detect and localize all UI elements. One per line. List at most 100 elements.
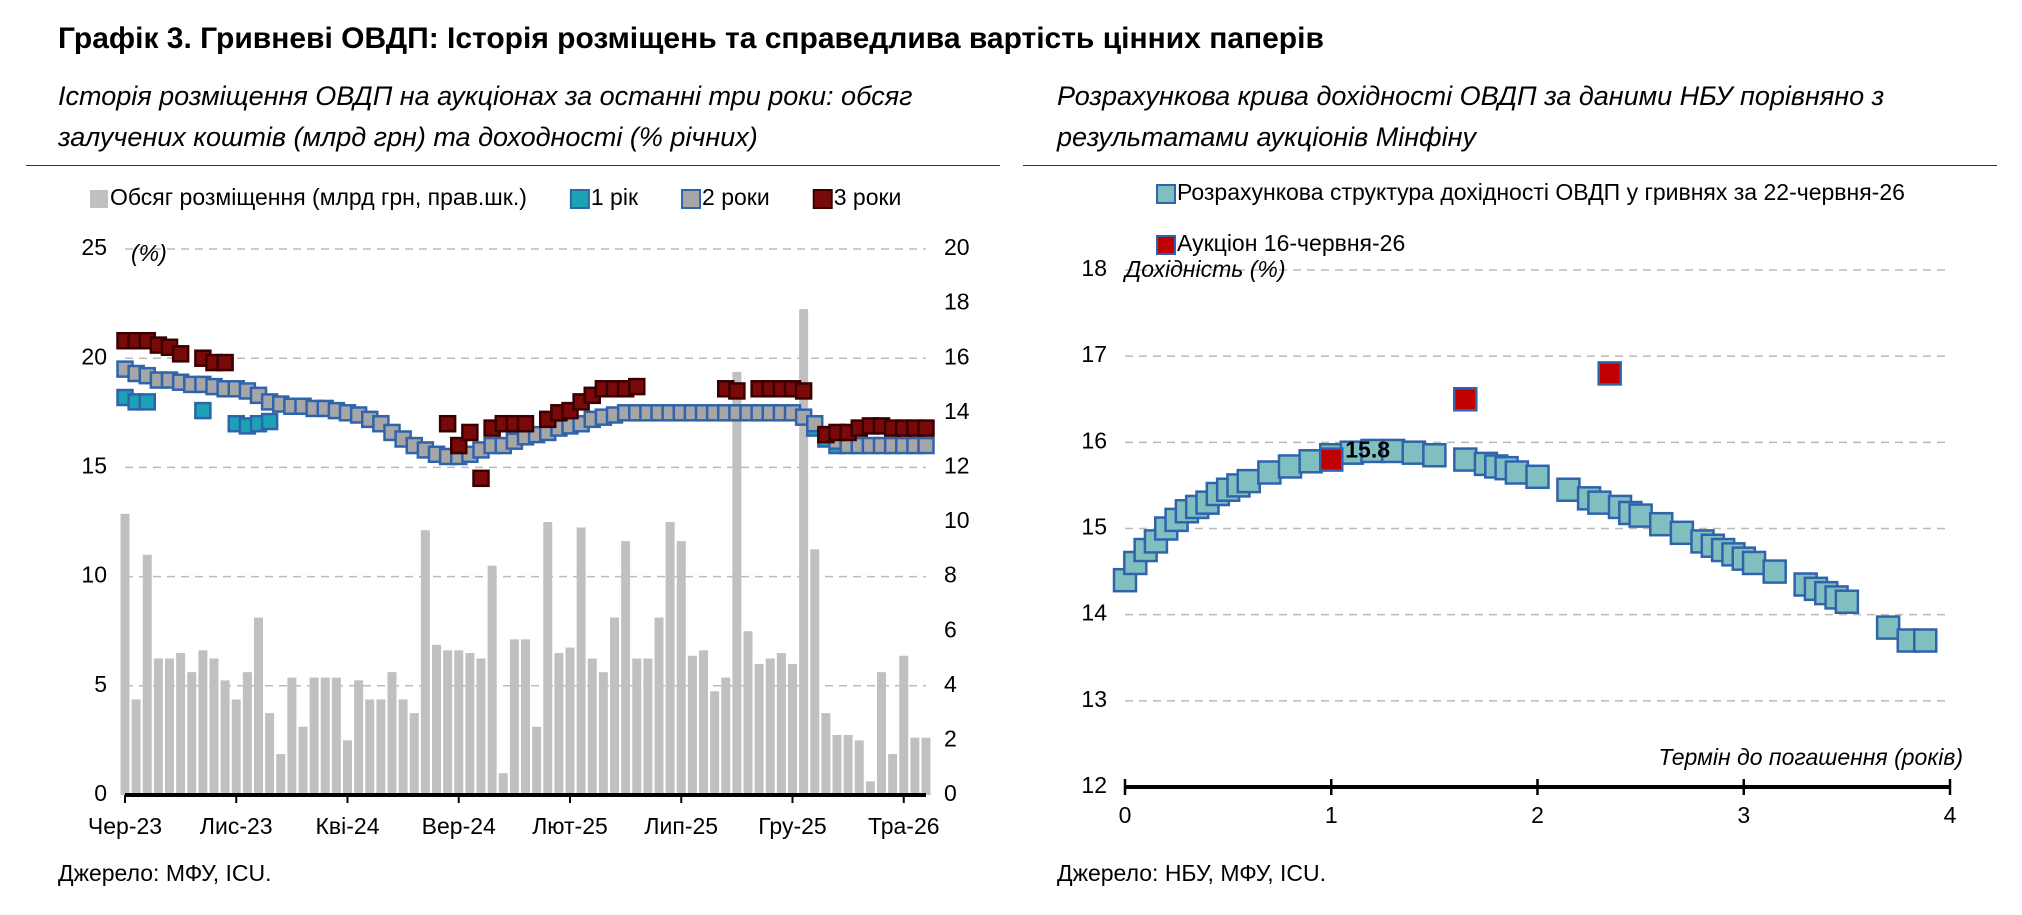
point	[1504, 460, 1530, 485]
y2-tick-label: 2	[944, 725, 957, 751]
point	[1453, 387, 1478, 412]
point	[794, 382, 813, 400]
bar	[320, 677, 330, 795]
bar	[187, 672, 197, 795]
legend-marker	[1156, 184, 1176, 204]
y-tick-label: 25	[81, 234, 107, 260]
bar	[287, 677, 297, 795]
bar	[131, 699, 141, 795]
point	[516, 414, 535, 433]
bar	[799, 309, 809, 795]
legend-label: 1 рік	[591, 184, 639, 210]
bar	[843, 734, 853, 795]
point	[917, 419, 935, 437]
bar	[743, 631, 753, 795]
chart-subtitle: Розрахункова крива дохідності ОВДП за да…	[1057, 81, 1885, 152]
legend-label: Аукціон 16-червня-26	[1177, 230, 1405, 256]
bar	[454, 650, 464, 795]
x-tick-label: Лис-23	[200, 813, 273, 839]
y-axis-title: Дохідність (%)	[1122, 256, 1285, 282]
bar	[309, 677, 319, 795]
bar	[865, 781, 875, 795]
bar	[176, 653, 186, 795]
source: Джерело: МФУ, ICU.	[58, 860, 272, 886]
point	[1277, 454, 1303, 479]
bar	[754, 663, 764, 795]
bar	[298, 726, 308, 795]
bar	[409, 713, 419, 795]
legend-label: 2 роки	[702, 184, 770, 210]
point	[1298, 449, 1323, 474]
legend-marker	[812, 189, 833, 209]
point	[461, 423, 479, 442]
y-axis-title: (%)	[131, 240, 167, 266]
point	[1741, 550, 1767, 576]
x-tick-label: 3	[1737, 802, 1750, 828]
y2-tick-label: 18	[944, 289, 970, 315]
bar	[921, 737, 931, 795]
bar	[810, 549, 820, 795]
point	[260, 412, 279, 431]
bar	[687, 655, 697, 795]
bar	[432, 644, 441, 795]
y-tick-label: 20	[81, 343, 107, 369]
bar	[610, 617, 619, 795]
y-tick-label: 18	[1081, 255, 1107, 281]
bar	[788, 663, 797, 795]
bar	[910, 737, 920, 795]
bar	[398, 699, 408, 795]
point	[1762, 559, 1787, 584]
bar	[710, 691, 720, 795]
point	[1597, 361, 1622, 386]
bar	[532, 726, 542, 795]
y-tick-label: 10	[81, 562, 107, 588]
point	[216, 353, 234, 372]
bar	[543, 522, 553, 795]
point	[1236, 468, 1261, 494]
point	[728, 382, 746, 400]
bar	[621, 541, 631, 795]
y-tick-label: 16	[1081, 427, 1107, 453]
point	[171, 345, 190, 363]
bar	[376, 699, 386, 795]
legend-label: Обсяг розміщення (млрд грн, прав.шк.)	[110, 184, 527, 210]
y2-tick-label: 6	[944, 616, 957, 642]
bar	[498, 773, 508, 795]
x-tick-label: Лют-25	[532, 813, 608, 839]
bar	[120, 513, 130, 795]
y2-tick-label: 4	[944, 671, 957, 697]
bar	[476, 658, 486, 795]
point	[917, 436, 935, 455]
legend-label: Розрахункова структура дохідності ОВДП у…	[1177, 179, 1905, 205]
y-tick-label: 12	[1081, 772, 1107, 798]
bar	[665, 522, 675, 795]
x-tick-label: Гру-25	[758, 813, 826, 839]
legend-label: 3 роки	[834, 184, 902, 210]
bar	[554, 653, 564, 795]
bar	[676, 541, 686, 795]
bar	[420, 530, 430, 795]
bar	[354, 680, 364, 795]
bar	[509, 639, 519, 795]
bar	[576, 527, 586, 795]
point	[438, 414, 457, 433]
source: Джерело: НБУ, МФУ, ICU.	[1057, 860, 1326, 886]
point	[1453, 447, 1478, 472]
point	[628, 377, 646, 396]
x-axis-title: Термін до погашення (років)	[1658, 744, 1963, 770]
bar	[598, 672, 608, 795]
y-tick-label: 0	[94, 780, 107, 806]
y2-tick-label: 10	[944, 507, 970, 533]
point	[472, 469, 490, 488]
bar	[254, 617, 263, 795]
bar	[854, 740, 864, 795]
bar	[776, 653, 786, 795]
bar	[721, 677, 731, 795]
x-tick-label: Лип-25	[644, 813, 718, 839]
bar	[699, 650, 708, 795]
bar	[276, 754, 286, 795]
point	[1628, 503, 1653, 528]
point	[1556, 477, 1581, 502]
y2-tick-label: 8	[944, 562, 957, 588]
